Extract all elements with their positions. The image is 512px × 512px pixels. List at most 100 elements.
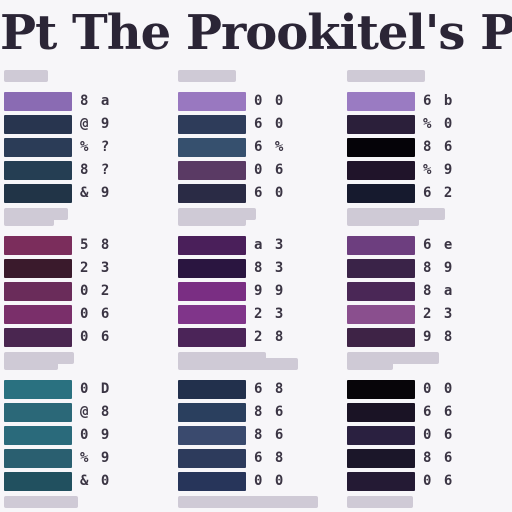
color-swatch [347, 161, 415, 180]
color-swatch [4, 403, 72, 422]
color-swatch [347, 380, 415, 399]
footer [0, 492, 512, 512]
color-swatch [4, 259, 72, 278]
color-swatch [347, 259, 415, 278]
palette-panel: 8 a @ 9 % ? 8 ? & 9 [0, 66, 165, 220]
panel-header-mark [178, 214, 246, 226]
swatch-code: 0 6 [80, 329, 112, 345]
color-swatch [347, 236, 415, 255]
color-swatch [178, 328, 246, 347]
color-swatch [4, 92, 72, 111]
swatch-code: 6 0 [254, 116, 286, 132]
color-swatch [4, 449, 72, 468]
color-swatch [178, 472, 246, 491]
color-swatch [4, 184, 72, 203]
color-swatch [178, 184, 246, 203]
swatch-code: % ? [80, 139, 112, 155]
footer-mark [354, 498, 384, 508]
swatch-code: 2 3 [80, 260, 112, 276]
swatch-code: 6 0 [254, 185, 286, 201]
swatch-code: 8 a [423, 283, 455, 299]
swatch-code: a 3 [254, 237, 286, 253]
color-swatch [347, 472, 415, 491]
swatch-code: 9 9 [254, 283, 286, 299]
swatch-code: 0 2 [80, 283, 112, 299]
panel-header-mark [4, 214, 54, 226]
swatch-code: 8 6 [254, 404, 286, 420]
swatch-code: @ 8 [80, 404, 112, 420]
color-swatch [178, 138, 246, 157]
swatch-code: 0 6 [80, 306, 112, 322]
panel-header-mark [347, 70, 425, 82]
palette-panel: 5 8 2 3 0 2 0 6 0 6 [0, 210, 165, 364]
swatch-code: 8 3 [254, 260, 286, 276]
panel-header-mark [347, 358, 393, 370]
color-swatch [347, 305, 415, 324]
color-swatch [4, 328, 72, 347]
swatch-code: 8 ? [80, 162, 112, 178]
color-swatch [347, 115, 415, 134]
color-swatch [4, 138, 72, 157]
color-swatch [347, 92, 415, 111]
swatch-code: 6 e [423, 237, 455, 253]
palette-grid: 8 a @ 9 % ? 8 ? & 9 0 0 6 0 6 % 0 6 6 0 6 b % 0 8 6%… [0, 66, 512, 512]
panel-header-mark [4, 358, 58, 370]
color-swatch [178, 426, 246, 445]
swatch-code: 0 0 [423, 381, 455, 397]
swatch-code: 8 6 [254, 427, 286, 443]
swatch-code: 0 0 [254, 93, 286, 109]
palette-panel: 6 e 8 9 8 a 2 3 9 8 [343, 210, 508, 364]
color-swatch [4, 305, 72, 324]
swatch-code: 6 8 [254, 450, 286, 466]
swatch-code: % 0 [423, 116, 455, 132]
color-swatch [178, 449, 246, 468]
color-swatch [347, 138, 415, 157]
color-swatch [178, 305, 246, 324]
color-swatch [4, 282, 72, 301]
swatch-code: 0 D [80, 381, 112, 397]
footer-mark [210, 498, 244, 508]
swatch-code: 8 a [80, 93, 112, 109]
palette-panel: 6 b % 0 8 6 % 9 6 2 [343, 66, 508, 220]
color-swatch [178, 282, 246, 301]
color-swatch [4, 115, 72, 134]
color-swatch [347, 449, 415, 468]
color-swatch [347, 426, 415, 445]
swatch-code: 8 9 [423, 260, 455, 276]
swatch-code: 2 3 [254, 306, 286, 322]
swatch-code: & 0 [80, 473, 112, 489]
footer-mark [20, 498, 44, 508]
page-title: Pt The Prookitel's Phing Porty [0, 5, 512, 61]
swatch-code: 8 6 [423, 139, 455, 155]
color-swatch [347, 282, 415, 301]
color-swatch [4, 161, 72, 180]
swatch-code: 6 % [254, 139, 286, 155]
color-swatch [178, 92, 246, 111]
swatch-code: 2 3 [423, 306, 455, 322]
palette-panel: 0 D @ 8 0 9 % 9 & 0 [0, 354, 165, 508]
swatch-code: 6 8 [254, 381, 286, 397]
swatch-code: & 9 [80, 185, 112, 201]
panel-header-mark [178, 358, 298, 370]
swatch-code: 0 6 [423, 427, 455, 443]
color-swatch [178, 236, 246, 255]
swatch-code: 2 8 [254, 329, 286, 345]
color-swatch [4, 426, 72, 445]
palette-panel: 0 0 6 0 6 % 0 6 6 0 [174, 66, 339, 220]
panel-header-mark [347, 214, 419, 226]
swatch-code: 9 8 [423, 329, 455, 345]
color-swatch [178, 161, 246, 180]
color-swatch [178, 403, 246, 422]
swatch-code: 5 8 [80, 237, 112, 253]
swatch-code: 8 6 [423, 450, 455, 466]
color-swatch [178, 380, 246, 399]
swatch-code: 0 6 [423, 473, 455, 489]
color-swatch [178, 115, 246, 134]
swatch-code: 0 9 [80, 427, 112, 443]
color-swatch [347, 403, 415, 422]
swatch-code: 0 6 [254, 162, 286, 178]
swatch-code: 6 6 [423, 404, 455, 420]
swatch-code: @ 9 [80, 116, 112, 132]
color-swatch [4, 380, 72, 399]
palette-panel: 0 0 6 6 0 6 8 6 0 6 [343, 354, 508, 508]
